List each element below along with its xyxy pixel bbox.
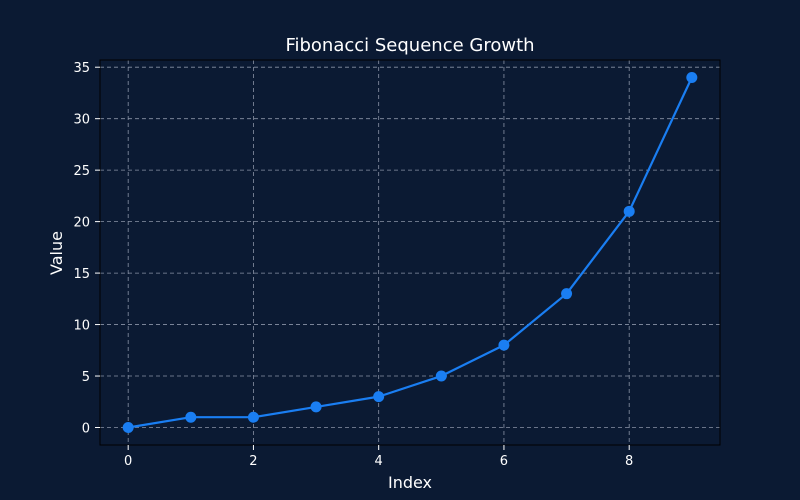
y-tick-label: 0 [82,422,90,437]
data-point [686,72,698,83]
y-tick-label: 10 [73,319,90,334]
x-axis-ticks: 0 2 4 6 8 [124,445,633,469]
data-point [373,391,385,403]
y-tick-label: 5 [82,370,90,385]
chart-title: Fibonacci Sequence Growth [285,35,534,56]
y-tick-label: 20 [73,216,90,231]
data-point [498,339,510,351]
y-tick-label: 15 [73,267,90,282]
plot-area-frame [99,59,721,446]
data-point [247,411,259,423]
y-tick-label: 35 [73,61,90,76]
data-point [185,411,197,423]
x-axis-label: Index [388,473,432,492]
data-point [561,288,573,300]
y-tick-label: 25 [73,164,90,179]
data-point [623,205,635,217]
x-tick-label: 0 [124,454,132,469]
series-line [128,77,693,429]
data-point [122,422,134,433]
data-point [435,370,447,382]
y-tick-label: 30 [73,113,90,128]
grid [100,60,720,445]
x-tick-label: 6 [500,454,508,469]
data-point [310,401,322,413]
x-tick-label: 8 [625,454,633,469]
y-axis-ticks: 0 5 10 15 20 25 30 35 [73,61,100,437]
x-tick-label: 4 [375,454,383,469]
data-points [122,72,698,433]
x-tick-label: 2 [249,454,257,469]
y-axis-label: Value [47,231,66,275]
